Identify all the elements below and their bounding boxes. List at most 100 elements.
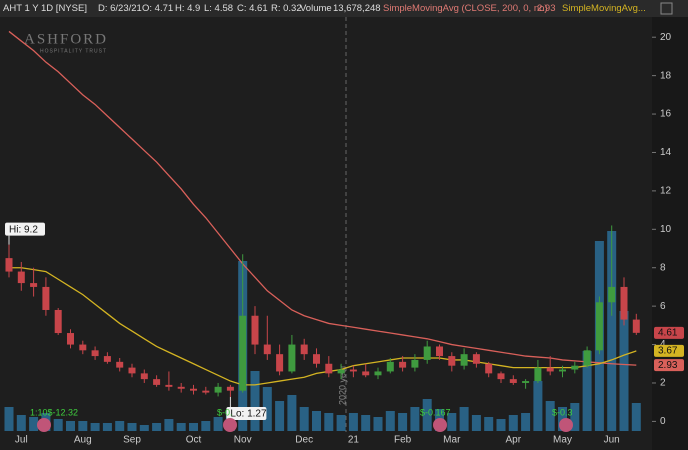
event-icon[interactable]: [559, 418, 573, 432]
candle-body: [140, 373, 148, 380]
candle-body: [276, 354, 284, 372]
event-label: $-0.167: [420, 407, 451, 417]
volume-bar: [250, 371, 260, 431]
candle-body: [386, 361, 394, 372]
volume-bar: [152, 423, 162, 431]
candle-body: [472, 354, 480, 364]
candle-body: [534, 367, 542, 382]
event-icon[interactable]: [37, 418, 51, 432]
y-tick-label: 4: [660, 339, 666, 350]
sma-legend: SimpleMovingAvg...: [562, 3, 646, 14]
event-icon[interactable]: [433, 418, 447, 432]
price-tag: [654, 359, 684, 372]
candle-body: [546, 367, 554, 372]
sma-200-value: 2.93: [537, 3, 556, 14]
volume-bar: [385, 411, 395, 431]
candle-body: [153, 379, 161, 385]
year-divider-label: 2020 year: [337, 365, 347, 405]
volume-bar: [66, 421, 75, 431]
volume-bar: [275, 401, 285, 431]
range: R: 0.32: [271, 3, 302, 14]
sma-200-legend: SimpleMovingAvg (CLOSE, 200, 0, no): [383, 3, 548, 14]
candle-body: [509, 379, 517, 383]
volume-bar: [213, 417, 223, 431]
candle-body: [374, 371, 382, 376]
volume-bar: [361, 415, 371, 431]
price-tag-label: 3.67: [658, 346, 678, 357]
event-label: $-0.: [217, 407, 233, 417]
x-tick-label: May: [553, 435, 572, 446]
volume-bar: [287, 395, 297, 431]
x-tick-label: Mar: [443, 435, 461, 446]
candle-body: [165, 384, 173, 387]
volume-bar: [139, 425, 149, 431]
volume-bar: [447, 413, 457, 431]
price-tag: [654, 326, 684, 339]
candle-body: [362, 371, 370, 376]
candle-body: [91, 350, 99, 357]
volume-bar: [312, 411, 321, 431]
x-tick-label: 21: [348, 435, 360, 446]
volume-bar: [422, 399, 432, 431]
y-tick-label: 16: [660, 109, 672, 120]
candle-body: [460, 354, 468, 366]
y-tick-label: 20: [660, 32, 672, 43]
y-tick-label: 18: [660, 70, 672, 81]
candle-body: [349, 369, 357, 372]
x-tick-label: Sep: [123, 435, 141, 446]
candle-body: [103, 356, 111, 362]
candle-body: [128, 367, 136, 374]
header-bar: [0, 0, 688, 17]
volume-bar: [348, 413, 358, 431]
open: O: 4.71: [142, 3, 173, 14]
candle-body: [595, 302, 603, 351]
volume-bar: [533, 381, 543, 431]
volume-bar: [262, 387, 272, 431]
x-tick-label: Nov: [234, 435, 252, 446]
volume-bar: [459, 407, 469, 431]
volume-bar: [336, 415, 346, 431]
candle-body: [54, 309, 62, 334]
x-tick-label: Oct: [186, 435, 202, 446]
x-tick-label: Jul: [15, 435, 28, 446]
candle-body: [620, 286, 628, 320]
logo-tagline: HOSPITALITY TRUST: [40, 48, 107, 54]
volume-bar: [201, 421, 211, 431]
volume-bar: [176, 423, 186, 431]
y-tick-label: 0: [660, 416, 666, 427]
candle-body: [263, 344, 271, 355]
sma-line: [9, 267, 637, 386]
candle-body: [190, 388, 197, 391]
candle-body: [177, 386, 185, 389]
candle-body: [300, 344, 308, 355]
volume-bar: [4, 407, 14, 431]
low: L: 4.58: [204, 3, 233, 14]
price-tag-label: 4.61: [658, 327, 678, 338]
candle-body: [608, 286, 616, 303]
settings-button[interactable]: [660, 2, 673, 15]
annotation-text: Lo: 1.27: [230, 409, 267, 420]
volume-bar: [78, 421, 88, 431]
annotation-text: Hi: 9.2: [9, 224, 38, 235]
volume-bar: [373, 417, 383, 431]
volume-bar: [299, 407, 309, 431]
volume-bar: [570, 403, 580, 431]
volume-bar: [484, 417, 494, 431]
volume-bar: [496, 419, 506, 431]
volume-bar: [16, 415, 26, 431]
y-tick-label: 10: [660, 224, 672, 235]
y-tick-label: 2: [660, 378, 666, 389]
candle-body: [313, 354, 320, 364]
price-tag: [654, 344, 684, 357]
candle-body: [239, 315, 247, 391]
event-label: $-0.3: [552, 407, 573, 417]
candle-body: [436, 346, 443, 357]
volume-bar: [53, 419, 63, 431]
candle-body: [17, 271, 25, 284]
y-tick-label: 14: [660, 147, 672, 158]
event-label: 1:10$-12.32: [30, 407, 78, 417]
y-tick-label: 8: [660, 262, 666, 273]
price-tag-label: 2.93: [658, 360, 678, 371]
volume-bar: [631, 403, 641, 431]
event-icon[interactable]: [223, 418, 237, 432]
